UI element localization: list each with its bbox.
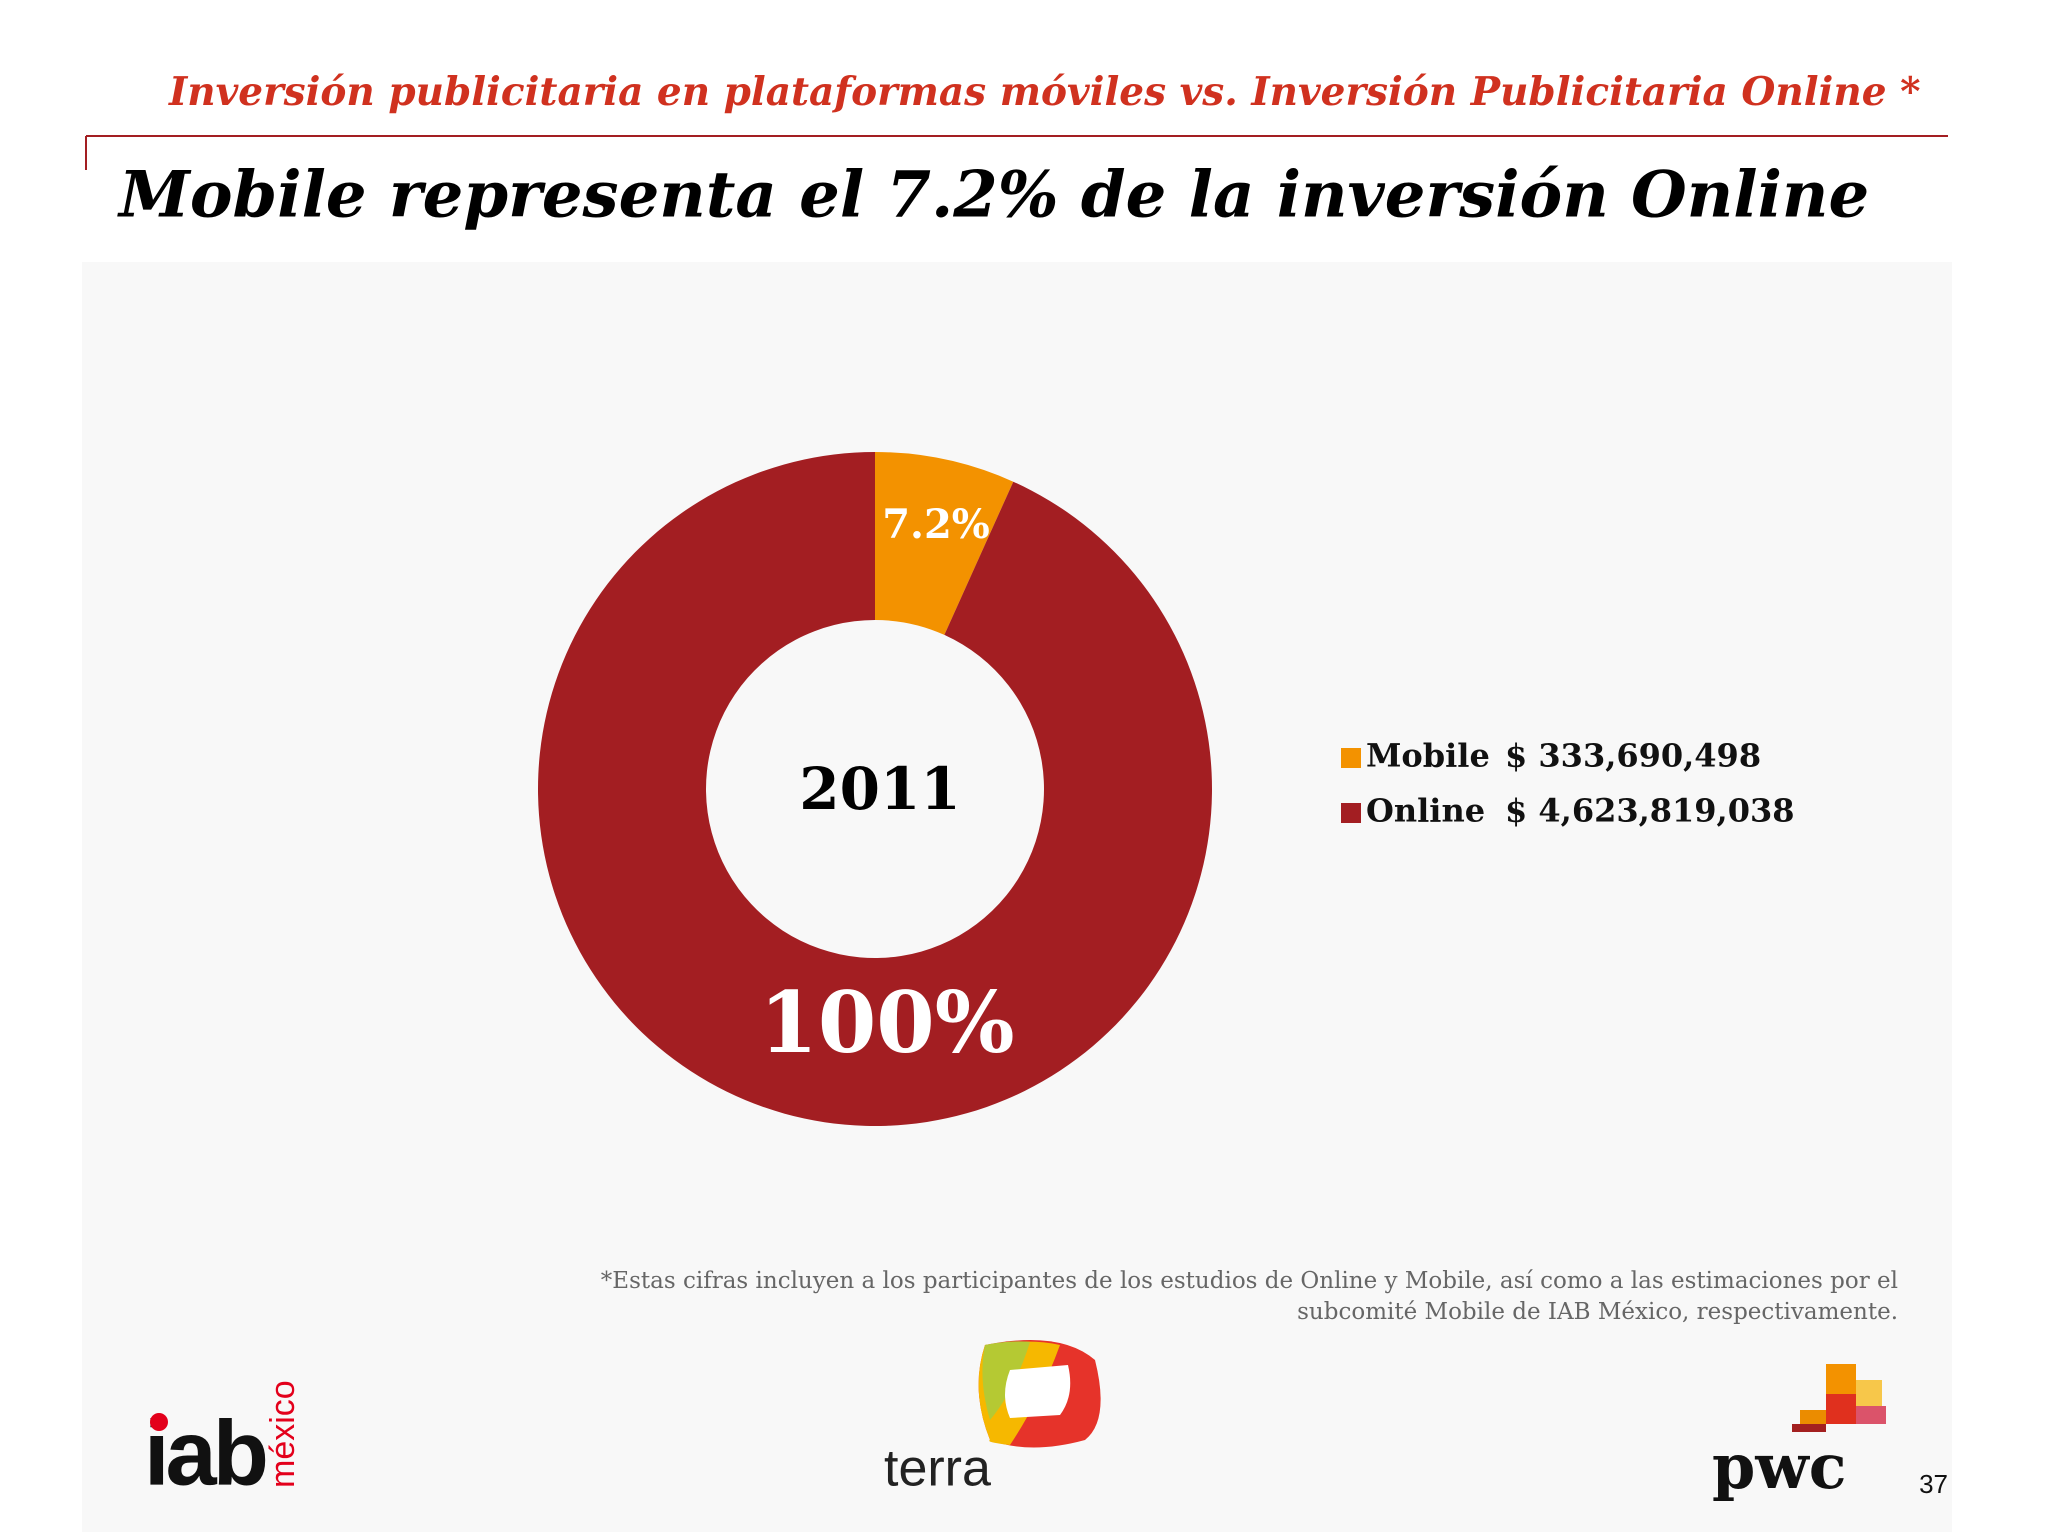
legend-swatch	[1341, 803, 1361, 823]
logo-dot	[150, 1413, 168, 1431]
slice-label: 7.2%	[882, 501, 990, 548]
donut-slice	[537, 452, 1212, 1126]
pwc-logo: pwc	[1712, 1430, 1846, 1503]
legend-label: Online	[1366, 792, 1485, 830]
terra-logo: terra	[884, 1440, 991, 1498]
donut-slice	[875, 452, 1014, 635]
terra-icon	[978, 1340, 1101, 1448]
legend-swatch	[1341, 748, 1361, 768]
chart: 7.2% Mobile $ 333,690,498 100% Online $ 4,623…	[537, 452, 1794, 1126]
footnote: subcomité Mobile de IAB México, respecti…	[1297, 1299, 1898, 1325]
legend-value: $ 4,623,819,038	[1505, 792, 1794, 830]
subtitle: Inversión publicitaria en plataformas mó…	[168, 69, 1920, 115]
page-number: 37	[1919, 1469, 1948, 1499]
center-label: 2011	[799, 755, 960, 823]
pwc-icon	[1792, 1364, 1886, 1432]
legend-value: $ 333,690,498	[1505, 737, 1761, 775]
title: Mobile representa el 7.2% de la inversió…	[117, 158, 1869, 233]
footnote: *Estas cifras incluyen a los participant…	[601, 1268, 1898, 1294]
slice-label: 100%	[759, 973, 1014, 1072]
legend-label: Mobile	[1366, 737, 1490, 775]
iab-country: méxico	[264, 1380, 302, 1488]
